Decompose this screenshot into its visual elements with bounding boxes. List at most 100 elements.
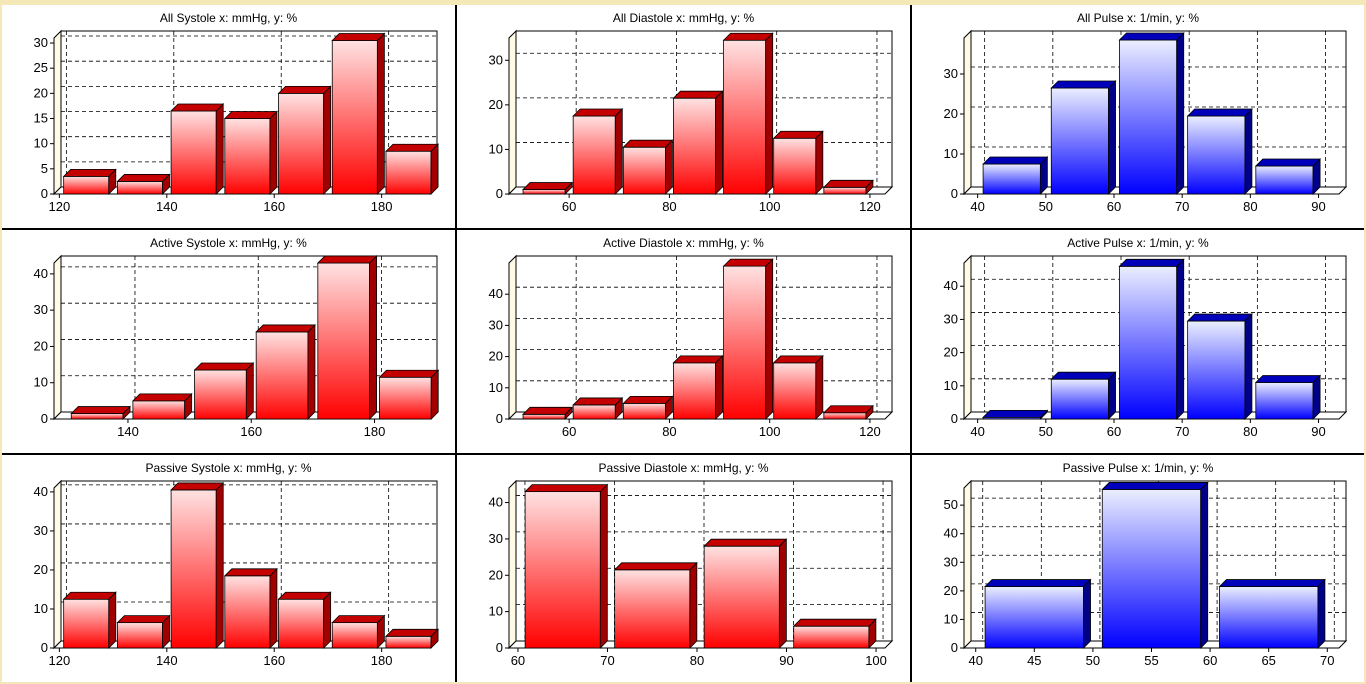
bar	[792, 618, 877, 649]
x-tick-label: 45	[1027, 653, 1041, 668]
x-tick-label: 70	[1175, 199, 1189, 214]
x-tick-label: 80	[1243, 424, 1257, 439]
bar	[316, 255, 378, 420]
y-tick-label: 30	[489, 317, 503, 332]
bar	[384, 628, 440, 649]
y-tick-label: 0	[951, 411, 958, 426]
chart-active-diastole: Active Diastole x: mmHg, y: % 0 10 20 30 40 60…	[457, 230, 910, 453]
x-tick-label: 160	[263, 199, 285, 214]
y-tick-label: 0	[951, 186, 958, 201]
bar	[255, 323, 316, 420]
bar	[1186, 108, 1253, 195]
x-tick-label: 100	[865, 653, 887, 668]
chart-passive-diastole: Passive Diastole x: mmHg, y: % 0 10 20 30 40 6…	[457, 455, 910, 682]
y-tick-label: 5	[41, 161, 48, 176]
x-tick-label: 90	[1311, 199, 1325, 214]
x-tick-label: 60	[1203, 653, 1217, 668]
y-tick-label: 0	[41, 186, 48, 201]
y-tick-label: 20	[34, 85, 48, 100]
y-tick-label: 30	[944, 311, 958, 326]
y-tick-label: 30	[489, 531, 503, 546]
x-tick-label: 70	[1320, 653, 1334, 668]
x-tick-label: 120	[49, 653, 71, 668]
y-tick-label: 40	[489, 286, 503, 301]
bar	[170, 103, 225, 195]
bar	[522, 406, 574, 420]
bar	[1118, 32, 1185, 195]
bar	[772, 354, 824, 420]
chart-title: Passive Pulse x: 1/min, y: %	[1063, 461, 1214, 475]
x-tick-label: 60	[1107, 424, 1121, 439]
bar	[331, 32, 386, 195]
x-tick-label: 70	[600, 653, 614, 668]
chart-all-pulse: All Pulse x: 1/min, y: % 0 10 20 30 40 50 60 70 8…	[912, 5, 1364, 228]
bar	[722, 32, 774, 195]
y-tick-label: 40	[34, 484, 48, 499]
bar	[622, 395, 674, 420]
x-tick-label: 50	[1039, 199, 1053, 214]
x-tick-label: 140	[117, 424, 139, 439]
bar	[772, 130, 824, 195]
y-tick-label: 30	[34, 35, 48, 50]
x-tick-label: 120	[859, 424, 881, 439]
y-tick-label: 40	[34, 266, 48, 281]
chart-title: Active Systole x: mmHg, y: %	[150, 236, 307, 250]
bar	[193, 362, 255, 420]
bar	[116, 173, 171, 195]
bar	[672, 90, 724, 195]
y-tick-label: 15	[34, 111, 48, 126]
x-tick-label: 120	[859, 199, 881, 214]
chart-active-systole: Active Systole x: mmHg, y: % 0 10 20 30 40 140…	[2, 230, 455, 453]
y-tick-label: 0	[496, 186, 503, 201]
y-tick-label: 10	[944, 146, 958, 161]
bar	[277, 85, 332, 195]
chart-title: All Systole x: mmHg, y: %	[160, 11, 298, 25]
bar	[223, 567, 278, 649]
chart-title: Active Diastole x: mmHg, y: %	[603, 236, 764, 250]
chart-title: All Pulse x: 1/min, y: %	[1077, 11, 1199, 25]
y-tick-label: 40	[944, 526, 958, 541]
y-tick-label: 10	[34, 601, 48, 616]
y-tick-label: 30	[944, 554, 958, 569]
y-tick-label: 0	[496, 411, 503, 426]
bar	[1186, 313, 1253, 420]
y-tick-label: 20	[34, 338, 48, 353]
x-tick-label: 50	[1039, 424, 1053, 439]
x-tick-label: 120	[49, 199, 71, 214]
x-tick-label: 80	[1243, 199, 1257, 214]
bar	[116, 614, 171, 649]
y-tick-label: 10	[34, 375, 48, 390]
y-tick-label: 40	[944, 278, 958, 293]
x-tick-label: 60	[1107, 199, 1121, 214]
bar	[1254, 374, 1322, 420]
y-tick-label: 10	[944, 378, 958, 393]
chart-passive-pulse: Passive Pulse x: 1/min, y: % 0 10 20 30 40 50 4…	[912, 455, 1364, 682]
chart-title: Passive Systole x: mmHg, y: %	[145, 461, 311, 475]
bar	[1254, 158, 1322, 195]
y-tick-label: 30	[34, 302, 48, 317]
histogram-grid: All Systole x: mmHg, y: % 0 5 10 15 20 25 30 120…	[2, 5, 1364, 682]
x-tick-label: 60	[562, 424, 576, 439]
y-tick-label: 10	[489, 141, 503, 156]
x-tick-label: 40	[970, 424, 984, 439]
y-tick-label: 30	[34, 523, 48, 538]
bar	[524, 483, 609, 649]
bar	[331, 614, 386, 649]
bar	[722, 258, 774, 420]
y-tick-label: 0	[41, 640, 48, 655]
x-tick-label: 100	[759, 424, 781, 439]
bar	[70, 405, 132, 420]
bar	[572, 108, 624, 195]
y-tick-label: 30	[489, 52, 503, 67]
chart-active-pulse: Active Pulse x: 1/min, y: % 0 10 20 30 40 40 50…	[912, 230, 1364, 453]
bar	[572, 396, 624, 420]
chart-all-diastole: All Diastole x: mmHg, y: % 0 10 20 30 60 80 100…	[457, 5, 910, 228]
bar	[982, 156, 1049, 195]
chart-title: Active Pulse x: 1/min, y: %	[1067, 236, 1209, 250]
x-tick-label: 140	[156, 199, 178, 214]
chart-passive-systole: Passive Systole x: mmHg, y: % 0 10 20 30 40 12…	[2, 455, 455, 682]
y-tick-label: 20	[944, 583, 958, 598]
bar	[982, 409, 1049, 420]
x-tick-label: 90	[1311, 424, 1325, 439]
y-tick-label: 10	[489, 380, 503, 395]
